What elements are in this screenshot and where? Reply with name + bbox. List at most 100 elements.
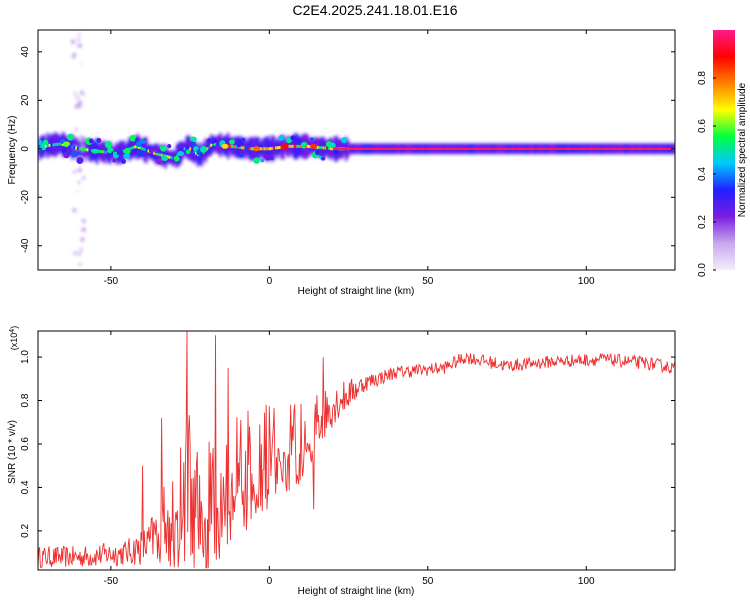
colorbar-tick-label: 0.0 [697, 263, 708, 277]
snr-y-tick-label: 1.0 [20, 350, 31, 364]
spectrogram-cell [189, 147, 192, 151]
spectrogram-cell [181, 149, 184, 153]
spectrogram-cell [276, 146, 279, 150]
spectrogram-cell [326, 146, 329, 150]
spectrogram-blob [104, 141, 112, 149]
spectrogram-cell [58, 142, 60, 146]
spectrogram-blob [260, 158, 265, 163]
spectrogram-cell [200, 152, 203, 156]
snr-x-tick-label: -50 [104, 576, 119, 587]
spectrogram-cell [229, 144, 232, 148]
spectrogram-x-tick-label: -50 [104, 276, 119, 287]
spectrogram-cell [84, 148, 87, 152]
spectrogram-y-tick-label: 40 [20, 46, 31, 58]
spectrogram-hotspot [91, 148, 99, 154]
spectrogram-blob [117, 150, 122, 155]
spectrogram-blob [160, 145, 167, 152]
spectrogram-blob [341, 137, 348, 144]
spectrogram-hotspot [161, 155, 169, 161]
spectrogram-cell [191, 148, 194, 152]
spectrogram-cell [238, 145, 241, 149]
spectrogram-cell [183, 147, 186, 151]
snr-x-tick-label: 0 [267, 576, 273, 587]
spectrogram-y-tick-label: -20 [20, 190, 31, 205]
spectrogram-blob [185, 149, 191, 155]
spectrogram-cell [210, 143, 213, 147]
spectrogram-speckle [77, 37, 80, 41]
spectrogram-cell [111, 151, 114, 155]
spectrogram-speckle [80, 237, 85, 242]
spectrogram-x-tick-label: 0 [267, 276, 273, 287]
spectrogram-blob [252, 153, 257, 158]
spectrogram-cell [330, 147, 332, 151]
spectrogram-cell [52, 143, 55, 147]
spectrogram-cell [170, 156, 173, 160]
spectrogram-speckle [80, 137, 86, 143]
spectrogram-cell [195, 151, 197, 155]
spectrogram-blob [264, 153, 272, 161]
spectrogram-x-tick-label: 100 [578, 276, 595, 287]
spectrogram-speckle [82, 157, 87, 162]
spectrogram-speckle [73, 52, 77, 56]
spectrogram-blob [42, 139, 49, 146]
spectrogram-speckle [79, 90, 84, 95]
spectrogram-cell [328, 146, 330, 150]
spectrogram-speckle [78, 262, 82, 266]
spectrogram-speckle [72, 208, 77, 213]
spectrogram-speckle [77, 167, 82, 173]
spectrogram-blob [154, 149, 158, 154]
spectrogram-blob [156, 157, 164, 165]
snr-y-tick-label: 0.6 [20, 437, 31, 451]
spectrogram-cell [147, 149, 150, 153]
spectrogram-blob [206, 138, 212, 143]
spectrogram-blob [121, 159, 126, 164]
spectrogram-cell [50, 143, 53, 147]
colorbar: 0.0 0.2 0.4 0.6 0.8 Normalized spectral ampl… [697, 30, 748, 277]
spectrogram-cell [61, 143, 64, 147]
spectrogram-cell [136, 145, 138, 149]
spectrogram-speckle [82, 176, 86, 180]
spectrogram-cell [206, 147, 209, 151]
spectrogram-blob [167, 144, 172, 149]
spectrogram-blob [329, 142, 336, 149]
snr-y-tick-label: 0.8 [20, 393, 31, 407]
spectrogram-cell [307, 144, 310, 148]
spectrogram-cell [86, 148, 89, 152]
spectrogram-cell [88, 148, 91, 152]
spectrogram-cell [75, 146, 78, 150]
spectrogram-cell [99, 150, 102, 154]
spectrogram-cell [158, 153, 161, 157]
spectrogram-cell [265, 147, 268, 151]
spectrogram-speckle [79, 248, 83, 252]
spectrogram-speckle [74, 104, 80, 109]
spectrogram-x-tick-label: 50 [422, 276, 434, 287]
spectrogram-cell [233, 145, 235, 149]
spectrogram-cell [134, 145, 136, 149]
spectrogram-cell [156, 152, 159, 156]
colorbar-gradient [713, 30, 735, 270]
snr-y-tick-label: 0.4 [20, 480, 31, 494]
spectrogram-cell [168, 155, 171, 159]
snr-x-tick-label: 100 [578, 576, 595, 587]
spectrogram-blob [212, 138, 218, 144]
spectrogram-xlabel: Height of straight line (km) [298, 286, 415, 297]
spectrogram-cell [280, 145, 283, 149]
spectrogram-hotspot [281, 143, 289, 149]
spectrogram-speckle [74, 250, 77, 254]
spectrogram-speckle [72, 170, 76, 174]
spectrogram-blob [173, 155, 180, 162]
spectrogram-cell [309, 145, 311, 149]
colorbar-tick-label: 0.2 [697, 215, 708, 229]
spectrogram-cell [162, 154, 165, 158]
spectrogram-blob [229, 139, 235, 145]
spectrogram-speckle [83, 94, 85, 97]
spectrogram-cell [198, 154, 201, 158]
spectrogram-blob [137, 150, 144, 157]
spectrogram-blob [134, 137, 139, 142]
spectrogram-cell [231, 144, 233, 148]
spectrogram-hotspot [253, 146, 261, 152]
spectrogram-cell [80, 147, 83, 151]
colorbar-label: Normalized spectral amplitude [737, 82, 748, 217]
spectrogram-blob [38, 139, 43, 146]
